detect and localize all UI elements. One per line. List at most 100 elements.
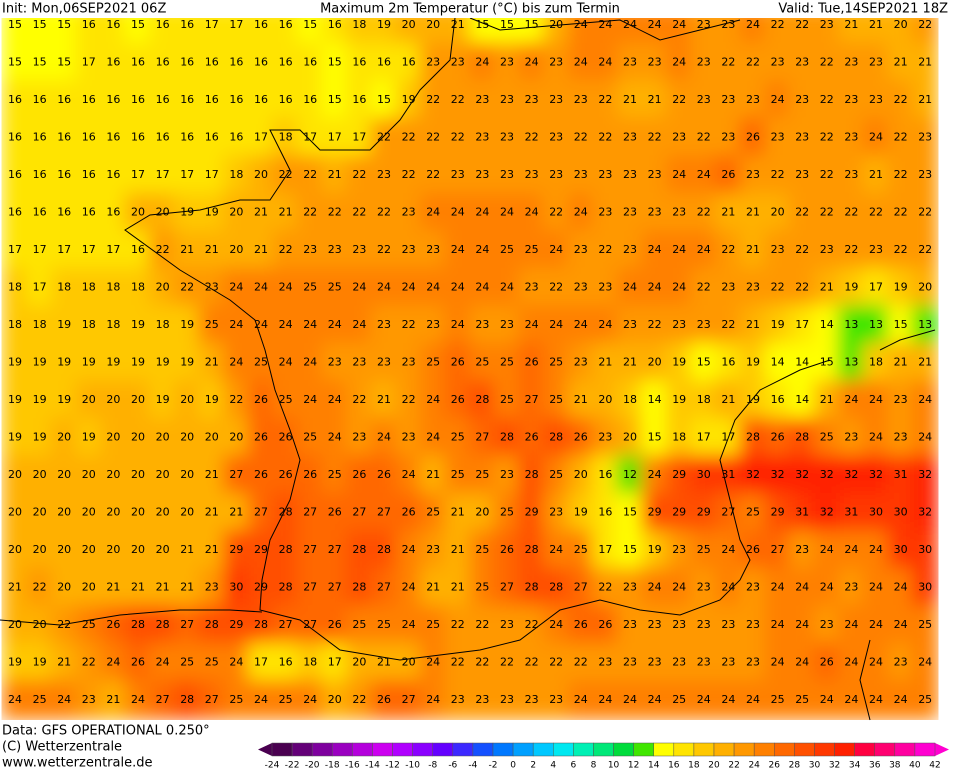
temperature-label: 16 bbox=[279, 56, 293, 69]
temperature-cell bbox=[444, 605, 472, 645]
temperature-label: 23 bbox=[648, 168, 662, 181]
temperature-cell bbox=[75, 642, 103, 683]
temperature-label: 26 bbox=[771, 431, 785, 444]
temperature-label: 22 bbox=[894, 243, 908, 256]
temperature-cell bbox=[223, 417, 250, 458]
temperature-cell bbox=[198, 455, 226, 495]
temperature-cell bbox=[100, 342, 127, 383]
temperature-label: 24 bbox=[549, 618, 563, 631]
temperature-cell bbox=[419, 155, 447, 195]
temperature-label: 20 bbox=[229, 243, 243, 256]
temperature-label: 19 bbox=[57, 393, 71, 406]
temperature-label: 23 bbox=[697, 18, 711, 31]
temperature-cell bbox=[50, 417, 78, 458]
temperature-cell bbox=[247, 117, 275, 158]
temperature-cell bbox=[616, 192, 644, 233]
temperature-label: 27 bbox=[721, 506, 735, 519]
temperature-label: 24 bbox=[672, 56, 686, 69]
colorbar-box bbox=[633, 742, 654, 757]
temperature-cell bbox=[616, 680, 644, 720]
temperature-label: 26 bbox=[598, 618, 612, 631]
temperature-label: 32 bbox=[746, 468, 760, 481]
temperature-cell bbox=[173, 605, 201, 645]
temperature-cell bbox=[838, 342, 865, 383]
temperature-cell bbox=[518, 80, 545, 120]
temperature-cell bbox=[370, 530, 398, 570]
temperature-cell bbox=[247, 18, 275, 45]
temperature-cell bbox=[739, 455, 767, 495]
temperature-label: 23 bbox=[771, 131, 785, 144]
temperature-cell bbox=[493, 492, 521, 533]
temperature-label: 20 bbox=[106, 431, 120, 444]
temperature-label: 15 bbox=[131, 18, 145, 31]
temperature-cell bbox=[665, 117, 693, 158]
temperature-label: 26 bbox=[525, 431, 539, 444]
temperature-cell bbox=[838, 605, 865, 645]
temperature-cell bbox=[542, 492, 570, 533]
temperature-cell bbox=[395, 492, 422, 533]
temperature-label: 28 bbox=[205, 618, 219, 631]
temperature-cell bbox=[911, 530, 939, 570]
temperature-cell bbox=[173, 305, 201, 345]
temperature-cell bbox=[739, 380, 767, 420]
temperature-label: 23 bbox=[918, 131, 932, 144]
temperature-cell bbox=[346, 567, 373, 608]
temperature-cell bbox=[198, 230, 226, 270]
temperature-cell bbox=[223, 455, 250, 495]
temperature-label: 17 bbox=[180, 168, 194, 181]
temperature-cell bbox=[813, 80, 841, 120]
temperature-cell bbox=[198, 117, 226, 158]
temperature-label: 22 bbox=[500, 656, 514, 669]
temperature-label: 25 bbox=[500, 243, 514, 256]
temperature-cell bbox=[395, 567, 422, 608]
temperature-cell bbox=[419, 605, 447, 645]
temperature-cell bbox=[247, 455, 275, 495]
temperature-label: 20 bbox=[328, 693, 342, 706]
temperature-label: 16 bbox=[328, 18, 342, 31]
temperature-cell bbox=[813, 42, 841, 83]
temperature-cell bbox=[247, 530, 275, 570]
temperature-cell bbox=[887, 680, 914, 720]
temperature-cell bbox=[592, 492, 619, 533]
temperature-cell bbox=[764, 42, 791, 83]
temperature-label: 20 bbox=[352, 656, 366, 669]
temperature-label: 16 bbox=[156, 56, 170, 69]
temperature-label: 23 bbox=[844, 168, 858, 181]
colorbar-tick-label: 0 bbox=[510, 761, 516, 771]
temperature-cell bbox=[100, 155, 127, 195]
colorbar-tick-label: 38 bbox=[889, 761, 901, 771]
temperature-label: 24 bbox=[746, 693, 760, 706]
temperature-label: 22 bbox=[598, 581, 612, 594]
temperature-label: 25 bbox=[475, 356, 489, 369]
temperature-cell bbox=[124, 305, 152, 345]
temperature-label: 21 bbox=[377, 656, 391, 669]
temperature-label: 25 bbox=[205, 318, 219, 331]
temperature-label: 16 bbox=[721, 356, 735, 369]
temperature-label: 21 bbox=[205, 468, 219, 481]
temperature-label: 22 bbox=[820, 56, 834, 69]
temperature-cell bbox=[346, 230, 373, 270]
temperature-cell bbox=[493, 267, 521, 308]
temperature-label: 23 bbox=[426, 243, 440, 256]
temperature-label: 24 bbox=[844, 393, 858, 406]
temperature-label: 22 bbox=[721, 56, 735, 69]
temperature-label: 15 bbox=[8, 56, 22, 69]
temperature-cell bbox=[370, 155, 398, 195]
temperature-cell bbox=[395, 230, 422, 270]
temperature-label: 21 bbox=[820, 281, 834, 294]
temperature-label: 29 bbox=[648, 506, 662, 519]
temperature-cell bbox=[370, 342, 398, 383]
temperature-label: 18 bbox=[106, 281, 120, 294]
temperature-label: 23 bbox=[549, 131, 563, 144]
temperature-cell bbox=[223, 530, 250, 570]
temperature-label: 24 bbox=[918, 656, 932, 669]
temperature-label: 16 bbox=[33, 168, 47, 181]
temperature-cell bbox=[247, 230, 275, 270]
temperature-cell bbox=[862, 42, 890, 83]
temperature-cell bbox=[911, 18, 939, 45]
temperature-label: 22 bbox=[697, 131, 711, 144]
temperature-label: 21 bbox=[8, 581, 22, 594]
temperature-label: 22 bbox=[648, 131, 662, 144]
temperature-label: 17 bbox=[598, 543, 612, 556]
